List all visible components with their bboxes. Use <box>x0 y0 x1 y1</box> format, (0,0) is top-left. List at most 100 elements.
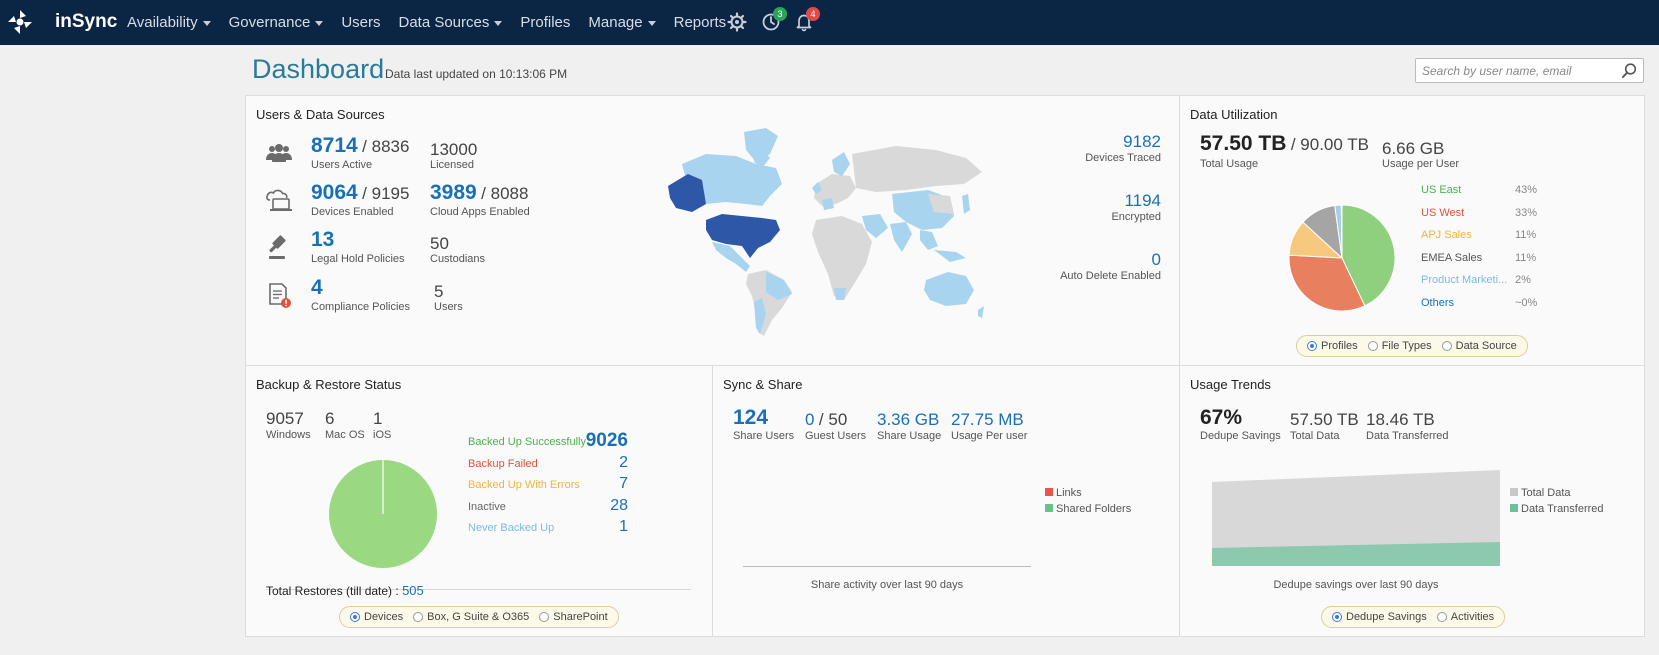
utilization-legend-item[interactable]: US West 33% <box>1421 207 1556 219</box>
auto-delete-label: Auto Delete Enabled <box>1060 270 1161 282</box>
legend-label: Total Data <box>1521 487 1571 499</box>
legend-name: Product Marketi... <box>1421 274 1508 286</box>
dedupe-area-chart[interactable] <box>1212 466 1500 566</box>
chevron-down-icon <box>494 21 503 26</box>
auto-delete-value[interactable]: 0 <box>1151 250 1161 269</box>
backup-status-item[interactable]: Inactive 28 <box>468 496 628 516</box>
share-usage-value[interactable]: 3.36 GB <box>877 410 940 429</box>
devices-traced-value[interactable]: 9182 <box>1123 132 1161 151</box>
legend-name: US East <box>1421 184 1462 196</box>
gear-icon[interactable] <box>727 12 747 32</box>
legend-swatch <box>1510 504 1518 512</box>
status-count[interactable]: 1 <box>619 518 628 535</box>
utilization-legend-item[interactable]: APJ Sales 11% <box>1421 229 1556 241</box>
legal-hold-label: Legal Hold Policies <box>311 253 405 265</box>
radio-profiles[interactable]: Profiles <box>1307 340 1358 352</box>
windows-label: Windows <box>266 429 311 441</box>
usage-per-user-value[interactable]: 27.75 MB <box>951 410 1024 429</box>
pie-slice[interactable] <box>1340 204 1343 259</box>
nav-item-label: Availability <box>127 14 198 31</box>
nav-item-label: Manage <box>588 14 643 31</box>
backup-status-pie-chart[interactable] <box>328 459 438 569</box>
pie-slice[interactable] <box>1341 204 1396 307</box>
devices-cloud-icon <box>266 189 292 211</box>
chevron-down-icon <box>202 21 211 26</box>
backup-status-item[interactable]: Backed Up Successfully 9026 <box>468 430 628 451</box>
legal-hold-value[interactable]: 13 <box>311 228 335 251</box>
radio-dot <box>539 612 550 622</box>
backup-status-item[interactable]: Backed Up With Errors 7 <box>468 474 628 494</box>
bell-badge: 4 <box>806 7 820 21</box>
total-usage-value: 57.50 TB <box>1200 132 1287 155</box>
panel-title: Data Utilization <box>1190 107 1278 122</box>
utilization-legend-item[interactable]: Product Marketi... 2% <box>1421 274 1556 286</box>
divider <box>266 589 691 590</box>
brand-name[interactable]: inSync <box>55 11 118 32</box>
total-restores-value[interactable]: 505 <box>402 583 424 598</box>
utilization-legend-item[interactable]: US East 43% <box>1421 184 1556 196</box>
users-icon <box>266 144 292 162</box>
nav-item-availability[interactable]: Availability <box>127 14 211 31</box>
radio-activities[interactable]: Activities <box>1436 611 1495 623</box>
nav-item-label: Data Sources <box>398 14 490 31</box>
pie-slice[interactable] <box>1288 254 1366 312</box>
transferred-value: 18.46 TB <box>1366 410 1435 429</box>
radio-dot <box>1367 341 1378 351</box>
radio-devices[interactable]: Devices <box>350 611 403 623</box>
devices-enabled-value[interactable]: 9064 <box>311 181 358 204</box>
compliance-users-value: 5 <box>434 282 444 301</box>
nav-item-manage[interactable]: Manage <box>588 14 656 31</box>
custodians-value: 50 <box>430 234 449 253</box>
legend-data-transferred: Data Transferred <box>1510 503 1604 515</box>
utilization-legend-item[interactable]: EMEA Sales 11% <box>1421 252 1556 264</box>
chart-axis <box>743 566 1031 567</box>
status-count[interactable]: 28 <box>610 496 628 514</box>
status-count[interactable]: 7 <box>619 475 628 492</box>
radio-box-gsuite-o365[interactable]: Box, G Suite & O365 <box>413 611 529 623</box>
total-restores-label: Total Restores (till date) : <box>266 584 399 598</box>
nav-item-users[interactable]: Users <box>341 14 380 31</box>
radio-dedupe-savings[interactable]: Dedupe Savings <box>1332 611 1427 623</box>
legend-name: APJ Sales <box>1421 229 1472 241</box>
utilization-legend-item[interactable]: Others ~0% <box>1421 297 1556 309</box>
radio-sharepoint[interactable]: SharePoint <box>539 611 608 623</box>
compliance-label: Compliance Policies <box>311 301 411 313</box>
guest-users-value[interactable]: 0 <box>805 410 815 429</box>
utilization-pie-chart[interactable] <box>1288 204 1396 312</box>
radio-data-source[interactable]: Data Source <box>1441 340 1517 352</box>
legend-label: Links <box>1056 487 1082 499</box>
nav-item-governance[interactable]: Governance <box>229 14 324 31</box>
radio-label: Dedupe Savings <box>1346 611 1427 623</box>
clock-icon[interactable] <box>761 12 781 32</box>
status-label: Backup Failed <box>468 457 538 470</box>
licensed-label: Licensed <box>430 159 475 171</box>
cloud-apps-value[interactable]: 3989 <box>430 181 477 204</box>
encrypted-value[interactable]: 1194 <box>1124 191 1161 210</box>
legend-pct: ~0% <box>1515 296 1538 309</box>
nav-item-reports[interactable]: Reports <box>674 14 727 31</box>
users-total-value: / 8836 <box>362 137 410 156</box>
search-input[interactable] <box>1416 59 1616 82</box>
legend-pct: 33% <box>1515 206 1538 219</box>
radio-label: Box, G Suite & O365 <box>427 611 530 623</box>
insync-logo-icon[interactable] <box>6 8 34 36</box>
total-capacity-value: / 90.00 TB <box>1290 135 1369 154</box>
status-count[interactable]: 9026 <box>585 430 628 451</box>
legend-pct: 11% <box>1515 251 1537 264</box>
backup-status-item[interactable]: Backup Failed 2 <box>468 453 628 473</box>
nav-item-label: Governance <box>228 14 311 31</box>
status-count[interactable]: 2 <box>619 453 628 471</box>
backup-restore-panel: Backup & Restore Status 9057 Windows 6 M… <box>245 365 713 637</box>
backup-status-item[interactable]: Never Backed Up 1 <box>468 517 628 537</box>
bell-icon[interactable] <box>794 12 814 32</box>
nav-item-data-sources[interactable]: Data Sources <box>398 14 503 31</box>
world-map[interactable] <box>666 124 986 344</box>
share-users-value[interactable]: 124 <box>733 406 769 429</box>
radio-label: Activities <box>1450 611 1495 623</box>
search-icon[interactable] <box>1621 62 1638 79</box>
compliance-value[interactable]: 4 <box>311 276 323 299</box>
radio-file-types[interactable]: File Types <box>1367 340 1432 352</box>
nav-item-profiles[interactable]: Profiles <box>520 14 570 31</box>
users-active-value[interactable]: 8714 <box>311 134 358 157</box>
cloud-apps-total-value: / 8088 <box>481 184 529 203</box>
